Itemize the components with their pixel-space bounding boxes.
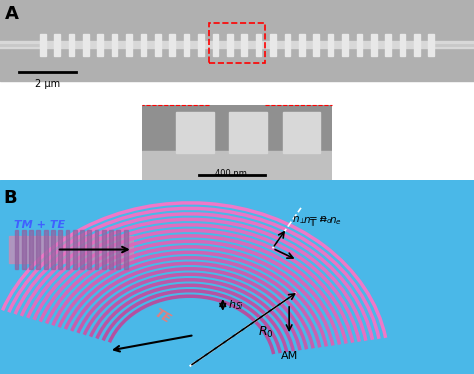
Bar bbox=[169, 34, 175, 56]
Bar bbox=[97, 34, 103, 56]
Text: $n_\perp=n_o$: $n_\perp=n_o$ bbox=[292, 214, 332, 226]
Bar bbox=[400, 34, 405, 56]
Bar bbox=[69, 34, 74, 56]
Text: $n_\parallel=n_e$: $n_\parallel=n_e$ bbox=[303, 216, 342, 230]
Bar bbox=[198, 34, 204, 56]
Bar bbox=[184, 34, 190, 56]
Bar bbox=[112, 34, 118, 56]
Bar bbox=[313, 34, 319, 56]
Bar bbox=[270, 34, 276, 56]
Bar bbox=[241, 34, 247, 56]
Bar bbox=[342, 34, 348, 56]
Text: TM + TE: TM + TE bbox=[14, 220, 65, 230]
Bar bbox=[102, 230, 106, 269]
Text: AM: AM bbox=[281, 351, 298, 361]
Bar bbox=[29, 230, 33, 269]
Bar bbox=[155, 34, 161, 56]
Bar bbox=[126, 34, 132, 56]
Bar bbox=[356, 34, 362, 56]
Bar bbox=[51, 230, 55, 269]
Text: $R_0$: $R_0$ bbox=[258, 325, 274, 340]
Text: 2 μm: 2 μm bbox=[35, 79, 60, 89]
Bar bbox=[124, 230, 128, 269]
Bar bbox=[209, 23, 265, 63]
Bar bbox=[44, 230, 47, 269]
Bar bbox=[328, 34, 333, 56]
Bar bbox=[141, 34, 146, 56]
Bar bbox=[15, 230, 18, 269]
Bar bbox=[40, 34, 46, 56]
Text: $h_{Si}$: $h_{Si}$ bbox=[228, 298, 245, 312]
Bar bbox=[284, 34, 290, 56]
Bar bbox=[95, 230, 99, 269]
Text: A: A bbox=[5, 5, 18, 24]
Bar bbox=[283, 112, 320, 153]
Bar bbox=[227, 34, 233, 56]
Bar bbox=[414, 34, 420, 56]
Bar bbox=[54, 34, 60, 56]
Bar bbox=[299, 34, 305, 56]
Bar bbox=[83, 34, 89, 56]
Bar bbox=[73, 230, 77, 269]
Bar bbox=[109, 230, 113, 269]
Bar bbox=[256, 34, 262, 56]
Bar bbox=[142, 151, 332, 180]
Bar bbox=[371, 34, 377, 56]
Text: TE: TE bbox=[152, 307, 173, 327]
Bar bbox=[428, 34, 434, 56]
Bar bbox=[65, 230, 69, 269]
Bar bbox=[0, 0, 474, 81]
Text: B: B bbox=[4, 189, 18, 207]
Bar bbox=[22, 230, 26, 269]
Text: 400 nm: 400 nm bbox=[215, 169, 247, 178]
Bar bbox=[385, 34, 391, 56]
Bar bbox=[176, 112, 214, 153]
Bar bbox=[80, 230, 84, 269]
Bar bbox=[229, 112, 267, 153]
Bar bbox=[212, 34, 218, 56]
Bar bbox=[36, 230, 40, 269]
Bar bbox=[117, 230, 120, 269]
Bar bbox=[58, 230, 62, 269]
Bar bbox=[87, 230, 91, 269]
